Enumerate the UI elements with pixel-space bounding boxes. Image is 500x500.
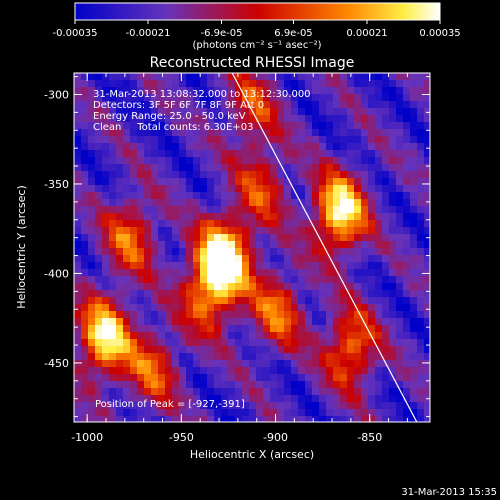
timestamp: 31-Mar-2013 15:35 xyxy=(401,487,497,498)
annotation-clean-counts: Clean Total counts: 6.30E+03 xyxy=(93,122,253,133)
colorbar-ticks: -0.00035 -0.00021 -6.9e-05 6.9e-05 0.00021 0.… xyxy=(53,20,461,39)
colorbar-tick-label: 6.9e-05 xyxy=(274,28,312,39)
colorbar-tick-label: -0.00021 xyxy=(126,28,171,39)
colorbar-tick-label: -6.9e-05 xyxy=(201,28,243,39)
annotation-energy-range: Energy Range: 25.0 - 50.0 keV xyxy=(93,111,246,122)
y-tick-label: -400 xyxy=(44,267,69,280)
plot-frame xyxy=(73,72,431,423)
annotation-time-range: 31-Mar-2013 13:08:32.000 to 13:12:30.000 xyxy=(93,89,311,100)
solar-limb-line xyxy=(231,73,418,422)
x-tick-label: -950 xyxy=(169,431,194,444)
colorbar-tick-label: -0.00035 xyxy=(53,28,98,39)
annotation-peak-position: Position of Peak = [-927,-391] xyxy=(95,399,245,410)
y-tick-label: -450 xyxy=(44,357,69,370)
colorbar-units: (photons cm⁻² s⁻¹ asec⁻²) xyxy=(192,40,321,51)
x-tick-label: -850 xyxy=(357,431,382,444)
annotation-detectors: Detectors: 3F 5F 6F 7F 8F 9F Att 0 xyxy=(93,100,264,111)
colorbar xyxy=(74,2,441,21)
y-axis-label: Heliocentric Y (arcsec) xyxy=(15,185,28,309)
colorbar-tick-label: 0.00021 xyxy=(346,28,387,39)
x-axis-label: Heliocentric X (arcsec) xyxy=(190,448,314,461)
x-tick-label: -900 xyxy=(263,431,288,444)
colorbar-tick-label: 0.00035 xyxy=(419,28,460,39)
x-tick-label: -1000 xyxy=(71,431,103,444)
chart-title: Reconstructed RHESSI Image xyxy=(150,55,355,71)
y-tick-label: -300 xyxy=(44,88,69,101)
axis-ticks: -1000 -950 -900 -850 -300 -350 -400 -450 xyxy=(44,73,430,444)
y-tick-label: -350 xyxy=(44,178,69,191)
